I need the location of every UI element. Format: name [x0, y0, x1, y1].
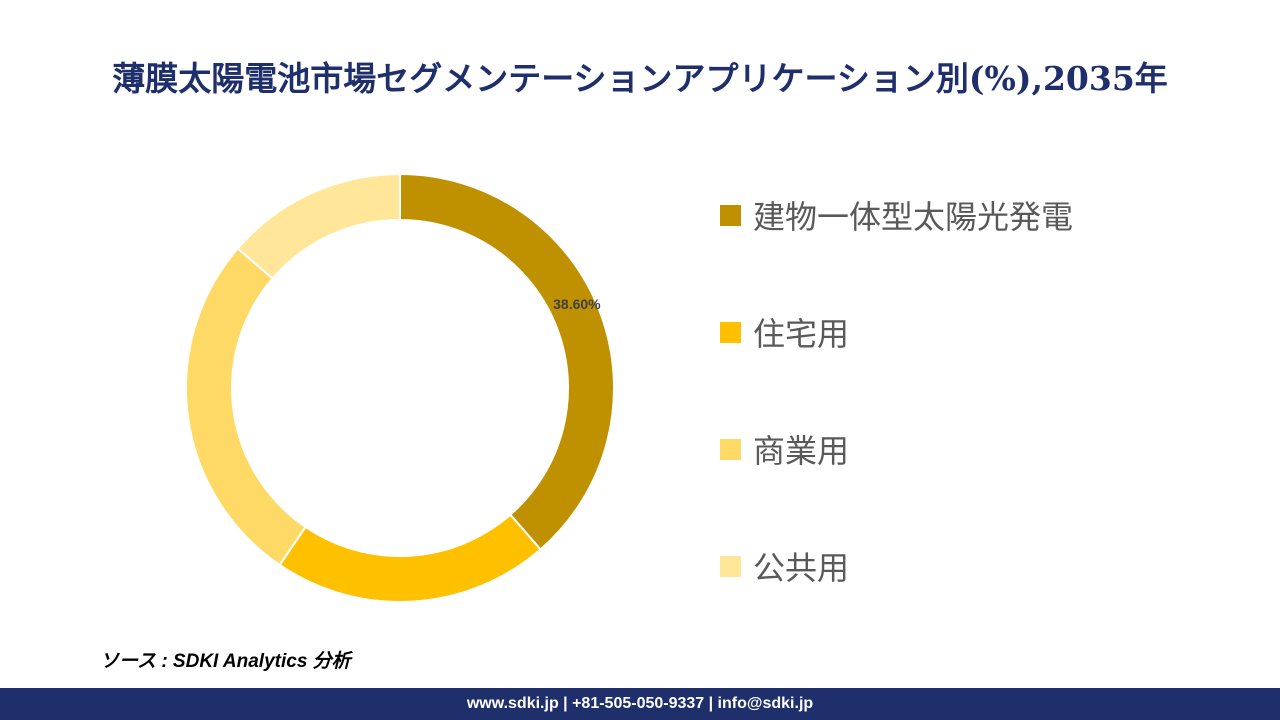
legend-swatch [720, 555, 741, 577]
legend-swatch [720, 438, 741, 460]
donut-slice-2 [278, 513, 542, 603]
legend-item-public: 公共用 [720, 541, 1240, 591]
legend-item-bipv: 建物一体型太陽光発電 [720, 190, 1240, 240]
legend-label: 商業用 [753, 432, 850, 470]
donut-slice-4 [236, 172, 401, 280]
data-label-1: 38.60% [553, 296, 601, 312]
footer-contact: www.sdki.jp | +81-505-050-9337 | info@sd… [466, 695, 814, 712]
legend-item-commercial: 商業用 [720, 424, 1240, 474]
donut-slice-3 [185, 247, 307, 567]
legend-item-residential: 住宅用 [720, 307, 1240, 357]
legend-label: 公共用 [753, 549, 850, 587]
footer-bar: www.sdki.jp | +81-505-050-9337 | info@sd… [0, 688, 1280, 720]
legend-label: 建物一体型太陽光発電 [753, 198, 1074, 236]
legend-swatch [720, 321, 741, 343]
legend-label: 住宅用 [753, 315, 850, 353]
source-note: ソース : SDKI Analytics 分析 [100, 651, 351, 672]
donut-slice-1 [399, 172, 615, 551]
donut-chart: 38.60% [185, 172, 615, 603]
chart-legend: 建物一体型太陽光発電 住宅用 商業用 公共用 [720, 190, 1240, 658]
legend-swatch [720, 204, 741, 226]
chart-title: 薄膜太陽電池市場セグメンテーションアプリケーション別(%),2035年 [112, 59, 1168, 98]
